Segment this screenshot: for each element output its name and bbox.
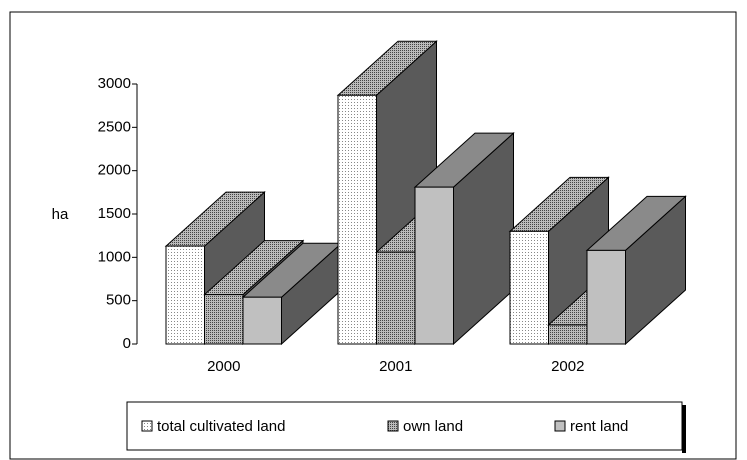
y-tick-label: 1500 — [98, 205, 131, 222]
y-tick-label: 500 — [106, 292, 131, 309]
legend-shadow — [682, 405, 686, 453]
legend-label: total cultivated land — [157, 418, 285, 435]
bar — [376, 251, 416, 345]
legend-swatch — [554, 420, 566, 432]
bar — [204, 294, 244, 345]
bar — [242, 296, 282, 345]
legend-swatch — [141, 420, 153, 432]
x-tick-label: 2000 — [207, 358, 240, 375]
bar — [548, 324, 588, 345]
legend — [126, 401, 683, 451]
x-tick-label: 2001 — [379, 358, 412, 375]
bar — [586, 249, 626, 345]
y-tick-label: 2500 — [98, 118, 131, 135]
bar — [337, 94, 377, 345]
x-tick-label: 2002 — [551, 358, 584, 375]
legend-swatch — [387, 420, 399, 432]
y-axis-label: ha — [52, 206, 69, 223]
y-tick-label: 2000 — [98, 162, 131, 179]
y-tick-label: 0 — [123, 335, 131, 352]
bar — [509, 230, 549, 345]
y-tick-label: 1000 — [98, 248, 131, 265]
bar — [414, 186, 454, 345]
bar — [165, 245, 205, 345]
legend-label: own land — [403, 418, 463, 435]
y-tick-label: 3000 — [98, 75, 131, 92]
legend-label: rent land — [570, 418, 628, 435]
